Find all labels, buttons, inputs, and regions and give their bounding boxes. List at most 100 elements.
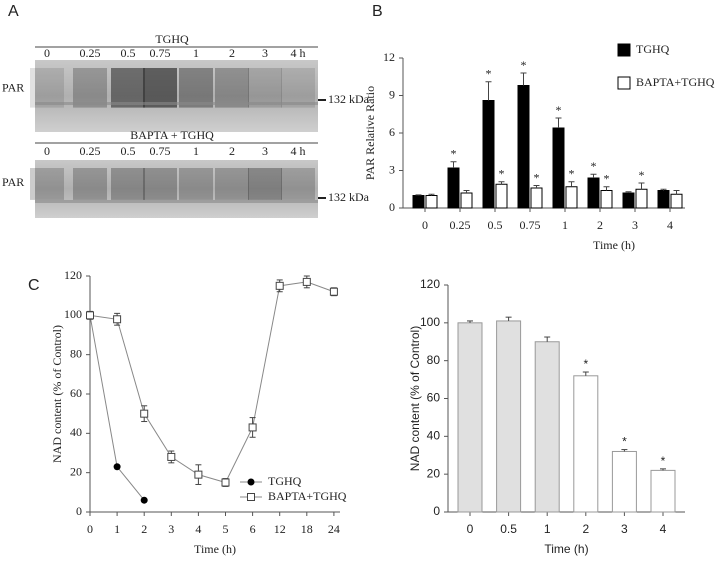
x-tick-label: 0.25: [450, 218, 471, 232]
point: [221, 478, 230, 487]
y-tick-label: 9: [389, 87, 395, 101]
lane-label: 3: [262, 46, 268, 60]
y-tick-label: 120: [64, 268, 82, 282]
blot-band: [179, 168, 213, 200]
lane-label: 0.25: [80, 144, 101, 158]
legend-label: TGHQ: [268, 474, 302, 488]
legend-label: BAPTA+TGHQ: [268, 489, 347, 503]
y-tick-label: 3: [389, 162, 395, 176]
blot-band: [281, 168, 315, 200]
y-tick-label: 20: [427, 466, 441, 480]
bar: [600, 190, 613, 209]
y-tick-label: 100: [64, 307, 82, 321]
significance: *: [583, 357, 588, 371]
point: [140, 496, 148, 504]
y-tick-label: 120: [420, 277, 440, 291]
y-axis-title: NAD content (% of Control): [408, 326, 422, 471]
x-tick-label: 5: [223, 522, 229, 536]
x-tick-label: 0.5: [500, 522, 517, 536]
x-tick-label: 0.5: [488, 218, 503, 232]
significance: *: [639, 168, 645, 182]
bar: [611, 450, 637, 513]
bar: [573, 375, 599, 513]
lane-label: 0.25: [80, 46, 101, 60]
blot-image: [35, 160, 318, 218]
blot-band: [248, 68, 282, 108]
significance: *: [591, 159, 597, 173]
point: [194, 470, 203, 479]
legend-marker: [247, 478, 255, 486]
bar: [517, 85, 530, 209]
x-tick-label: 3: [168, 522, 174, 536]
bar: [496, 320, 522, 513]
point: [275, 281, 284, 290]
point: [113, 315, 122, 324]
y-tick-label: 0: [389, 200, 395, 214]
point: [140, 409, 149, 418]
bar: [482, 100, 495, 209]
bar: [670, 193, 683, 209]
lane-label: 0.75: [150, 46, 171, 60]
line: [89, 315, 145, 501]
significance: *: [556, 103, 562, 117]
bar: [534, 341, 560, 513]
x-tick-label: 3: [621, 522, 628, 536]
lane-label: 0: [44, 144, 50, 158]
bar: [495, 183, 508, 209]
x-tick-label: 12: [274, 522, 286, 536]
point: [329, 287, 338, 296]
size-marker: 132 kDa: [328, 190, 370, 204]
y-axis-title: NAD content (% of Control): [50, 325, 64, 463]
x-tick-label: 2: [141, 522, 147, 536]
bar: [412, 195, 425, 209]
x-tick-label: 24: [328, 522, 340, 536]
x-tick-label: 18: [301, 522, 313, 536]
y-axis-title: PAR Relative Ratio: [363, 86, 377, 180]
chart: 0 20 40 60 80 100 120 0 0.5 1 2 3 4 NAD content (% of…: [408, 277, 685, 556]
legend-marker: [247, 493, 255, 501]
significance: *: [499, 167, 505, 181]
blot-title: BAPTA + TGHQ: [130, 128, 214, 142]
significance: *: [486, 67, 492, 81]
y-tick-label: 60: [70, 386, 82, 400]
bar: [622, 192, 635, 209]
significance: *: [569, 167, 575, 181]
blot-band: [143, 68, 177, 108]
x-tick-label: 4: [660, 522, 667, 536]
row-label: PAR: [2, 175, 24, 189]
legend-label: TGHQ: [636, 42, 670, 56]
y-tick-label: 100: [420, 315, 440, 329]
legend-swatch: [617, 76, 631, 90]
point: [113, 463, 121, 471]
row-label: PAR: [2, 81, 24, 95]
bar: [425, 195, 438, 209]
y-tick-label: 80: [427, 353, 441, 367]
bar: [457, 322, 483, 513]
size-marker: 132 kDa: [328, 92, 370, 106]
bar: [460, 192, 473, 209]
blot-band: [248, 168, 282, 200]
point: [167, 452, 176, 461]
blot-band: [73, 68, 107, 108]
blot-band: [215, 68, 249, 108]
y-tick-label: 20: [70, 464, 82, 478]
x-tick-label: 1: [544, 522, 551, 536]
x-tick-label: 4: [195, 522, 201, 536]
bar: [552, 127, 565, 209]
panel-label: C: [28, 277, 40, 294]
blot-band: [179, 68, 213, 108]
x-tick-label: 0.75: [520, 218, 541, 232]
y-tick-label: 0: [76, 504, 82, 518]
significance: *: [534, 170, 540, 184]
lane-label: 4 h: [291, 144, 306, 158]
significance: *: [661, 454, 666, 468]
legend-swatch: [617, 43, 631, 57]
y-tick-label: 40: [427, 429, 441, 443]
significance: *: [604, 172, 610, 186]
bar: [657, 190, 670, 209]
x-tick-label: 6: [250, 522, 256, 536]
blot-band: [111, 68, 145, 108]
panel-label: A: [8, 3, 19, 20]
